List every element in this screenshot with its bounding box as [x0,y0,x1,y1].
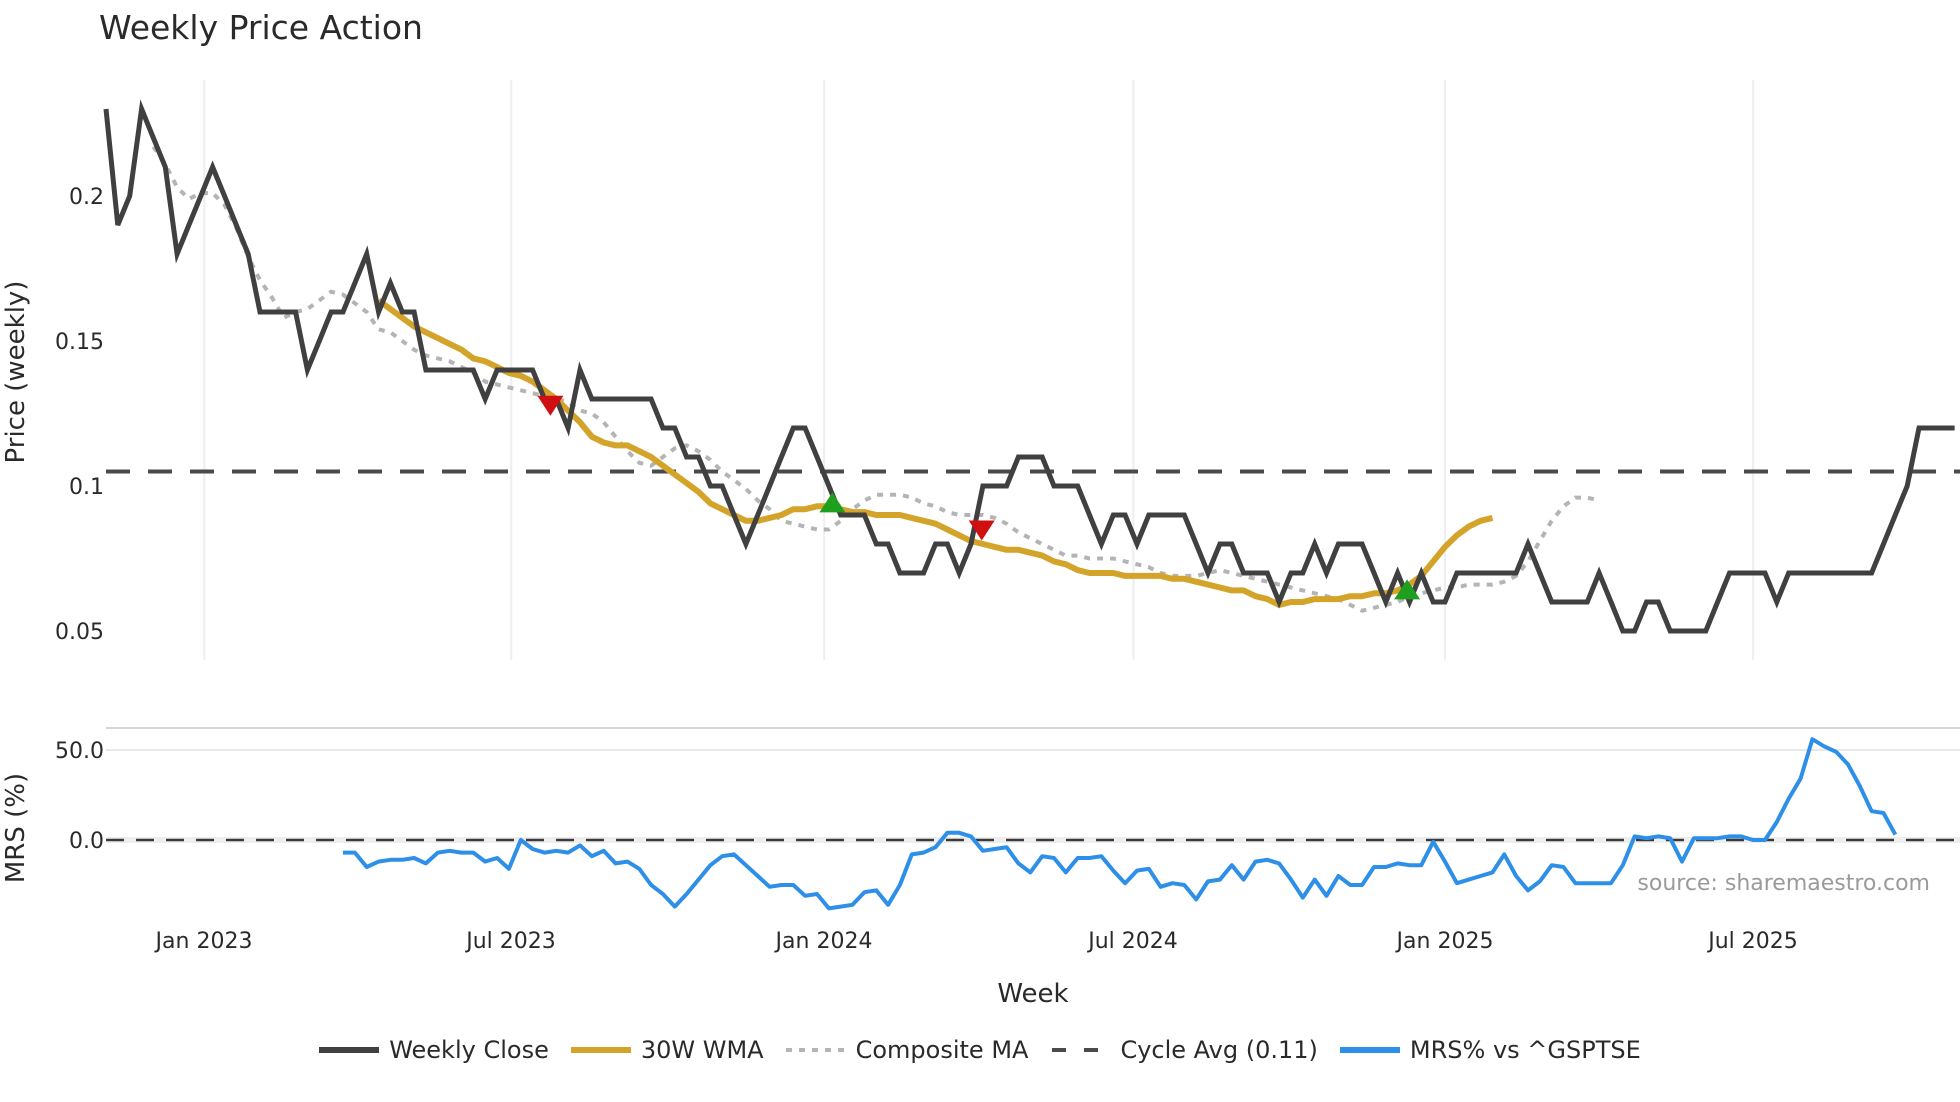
xtick-jul-2025: Jul 2025 [1706,929,1798,954]
legend: Weekly Close 30W WMA Composite MA Cycle … [0,1036,1960,1064]
wma-30w-line [376,297,1494,608]
xtick-jan-2023: Jan 2023 [154,929,253,954]
price-ytick-0.1: 0.1 [69,475,104,500]
legend-label: Cycle Avg (0.11) [1120,1036,1318,1064]
chart-title: Weekly Price Action [99,8,423,47]
mrs-ytick-0: 0.0 [69,829,104,854]
weekly-close-line [103,99,1955,634]
legend-item-30w-wma[interactable]: 30W WMA [570,1036,764,1064]
sell-signal-triangle-down-icon [968,520,995,541]
buy-signal-triangle-up-icon [819,492,846,513]
mrs-ytick-50: 50.0 [55,739,104,764]
xtick-jul-2023: Jul 2023 [464,929,556,954]
legend-label: Weekly Close [389,1036,549,1064]
solid-line-swatch-icon [319,1047,380,1053]
price-ytick-0.15: 0.15 [55,330,104,355]
dashed-line-swatch-icon [1052,1048,1111,1052]
legend-label: Composite MA [855,1036,1029,1064]
price-axis-title: Price (weekly) [1,281,31,464]
source-annotation: source: sharemaestro.com [1637,871,1930,896]
mrs-line [343,737,1898,911]
xtick-jan-2024: Jan 2024 [774,929,873,954]
legend-label: 30W WMA [640,1036,764,1064]
signal-markers [537,395,1421,600]
price-ytick-0.05: 0.05 [55,620,104,645]
dotted-line-swatch-icon [785,1048,846,1052]
xtick-jan-2025: Jan 2025 [1395,929,1494,954]
legend-label: MRS% vs ^GSPTSE [1409,1036,1641,1064]
price-ytick-0.2: 0.2 [69,185,104,210]
composite-ma-line [151,145,1600,613]
buy-signal-triangle-up-icon [1394,579,1421,600]
legend-item-cycle-avg[interactable]: Cycle Avg (0.11) [1050,1036,1318,1064]
x-axis-title: Week [997,979,1068,1009]
legend-item-weekly-close[interactable]: Weekly Close [319,1036,549,1064]
xtick-jul-2024: Jul 2024 [1086,929,1178,954]
solid-line-swatch-icon [1339,1047,1400,1053]
mrs-axis-title: MRS (%) [1,773,31,883]
legend-item-composite-ma[interactable]: Composite MA [785,1036,1029,1064]
legend-item-mrs[interactable]: MRS% vs ^GSPTSE [1339,1036,1641,1064]
solid-line-swatch-icon [570,1047,631,1053]
sell-signal-triangle-down-icon [537,395,564,416]
